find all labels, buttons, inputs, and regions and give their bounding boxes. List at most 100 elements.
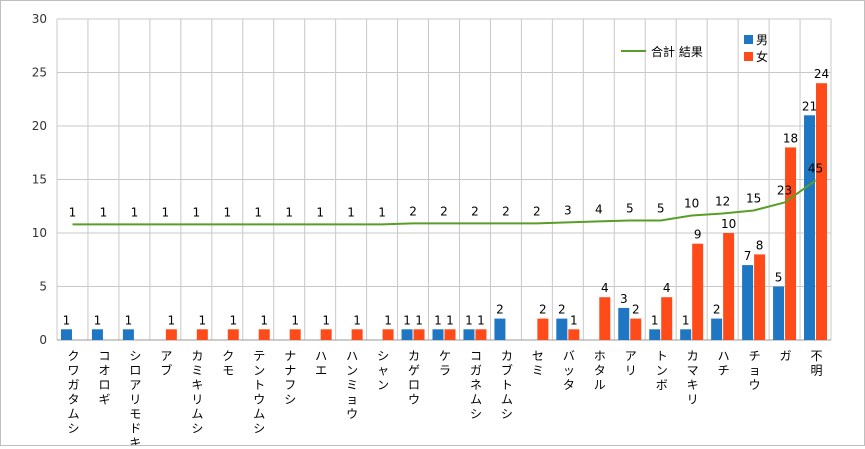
line-legend: 合計 結果: [621, 44, 703, 59]
gridlines: [56, 18, 832, 341]
line-label-total: 2: [471, 204, 479, 218]
line-label-total: 12: [715, 194, 730, 208]
bar-label-female: 10: [721, 217, 736, 231]
bar-label-female: 8: [756, 238, 764, 252]
x-category-label: セミ: [532, 349, 544, 378]
total-line-path: [72, 179, 817, 226]
line-label-total: 1: [100, 205, 108, 219]
bar-label-male: 1: [125, 313, 133, 327]
x-category-label: ガ: [780, 349, 792, 363]
x-category-label: コガネムシ: [470, 349, 482, 421]
bar-female: [351, 329, 363, 340]
bar-label-female: 1: [353, 313, 361, 327]
bar-male: [680, 329, 692, 340]
line-label-total: 1: [285, 205, 293, 219]
x-category-label: カマキリ: [687, 349, 699, 407]
bar-label-female: 1: [168, 313, 176, 327]
x-category-label: トンボ: [656, 349, 668, 392]
bar-label-female: 24: [814, 67, 829, 81]
bar-female: [816, 83, 828, 340]
x-category-label: シロアリモドキ: [129, 349, 141, 445]
bar-legend: 男女: [744, 33, 768, 64]
x-category-label: シャン: [377, 349, 389, 392]
line-label-total: 15: [746, 191, 761, 205]
x-category-label: ケラ: [439, 349, 451, 378]
bar-label-male: 2: [558, 303, 566, 317]
line-label-total: 1: [223, 205, 231, 219]
x-category-label: カミキリムシ: [191, 349, 203, 436]
line-label-total: 2: [409, 204, 417, 218]
line-label-total: 1: [378, 205, 386, 219]
line-label-total: 1: [131, 205, 139, 219]
line-label-total: 1: [347, 205, 355, 219]
line-label-total: 2: [502, 204, 510, 218]
bar-label-male: 3: [620, 292, 628, 306]
bar-male: [556, 318, 568, 340]
bar-female: [196, 329, 208, 340]
bar-female: [475, 329, 487, 340]
bar-label-female: 9: [694, 228, 702, 242]
bar-female: [723, 233, 735, 340]
bar-female: [289, 329, 301, 340]
line-label-total: 1: [69, 205, 77, 219]
line-label-total: 2: [533, 204, 541, 218]
bar-label-male: 7: [744, 249, 752, 263]
x-category-label: ナナフシ: [284, 349, 296, 407]
y-tick-label: 10: [32, 226, 47, 240]
bar-label-female: 1: [384, 313, 392, 327]
line-label-total: 2: [440, 204, 448, 218]
bar-male: [401, 329, 413, 340]
legend-male-label: 男: [756, 33, 768, 47]
data-labels: 1 1 1 1 1 1 1 1 1 1 1 1 1 1 1 1 12 2 214321419210785182124…: [63, 67, 830, 327]
x-category-label: テントウムシ: [253, 349, 265, 436]
y-tick-label: 15: [32, 173, 47, 187]
bar-label-female: 1: [477, 313, 485, 327]
bar-label-female: 1: [570, 313, 578, 327]
y-axis: 0 5 10 15 20 25 30: [32, 12, 47, 347]
bar-label-male: 21: [802, 99, 817, 113]
line-label-total: 4: [595, 202, 603, 216]
legend-female-label: 女: [756, 49, 768, 64]
bar-female: [320, 329, 332, 340]
x-category-label: クワガタムシ: [67, 349, 79, 436]
bar-label-female: 1: [260, 313, 268, 327]
x-category-label: ハチ: [718, 349, 730, 378]
y-tick-label: 5: [39, 280, 47, 294]
bar-label-female: 1: [291, 313, 299, 327]
bar-label-male: 1: [403, 313, 411, 327]
y-tick-label: 25: [32, 66, 47, 80]
x-category-label: ハエ: [315, 349, 327, 378]
bar-label-male: 1: [465, 313, 473, 327]
x-category-label: コオロギ: [98, 349, 110, 407]
line-label-total: 1: [192, 205, 200, 219]
bar-male: [649, 329, 661, 340]
bar-female: [227, 329, 239, 340]
bar-label-female: 1: [229, 313, 237, 327]
x-category-label: カブトムシ: [501, 349, 513, 421]
bar-male: [432, 329, 444, 340]
line-label-total: 10: [684, 196, 699, 210]
bar-label-female: 2: [539, 303, 547, 317]
x-category-label: チョウ: [749, 349, 761, 392]
x-axis: クワガタムシコオロギシロアリモドキアブカミキリムシクモテントウムシナナフシハエハ…: [67, 349, 822, 449]
bar-label-male: 1: [434, 313, 442, 327]
bar-male: [711, 318, 723, 340]
line-label-total: 23: [777, 184, 792, 198]
bar-female: [382, 329, 394, 340]
bar-male: [122, 329, 134, 340]
bar-label-male: 1: [682, 313, 690, 327]
bar-male: [91, 329, 103, 340]
total-line: [72, 179, 817, 226]
bar-female: [661, 297, 673, 340]
bar-label-male: 1: [63, 313, 71, 327]
bar-female: [754, 254, 766, 340]
line-label-total: 1: [162, 205, 170, 219]
bar-female: [599, 297, 611, 340]
bar-male: [804, 115, 816, 340]
x-category-label: バッタ: [563, 349, 575, 392]
x-category-label: アブ: [160, 349, 172, 378]
bar-female: [413, 329, 425, 340]
bar-female: [630, 318, 642, 340]
y-tick-label: 0: [39, 333, 47, 347]
